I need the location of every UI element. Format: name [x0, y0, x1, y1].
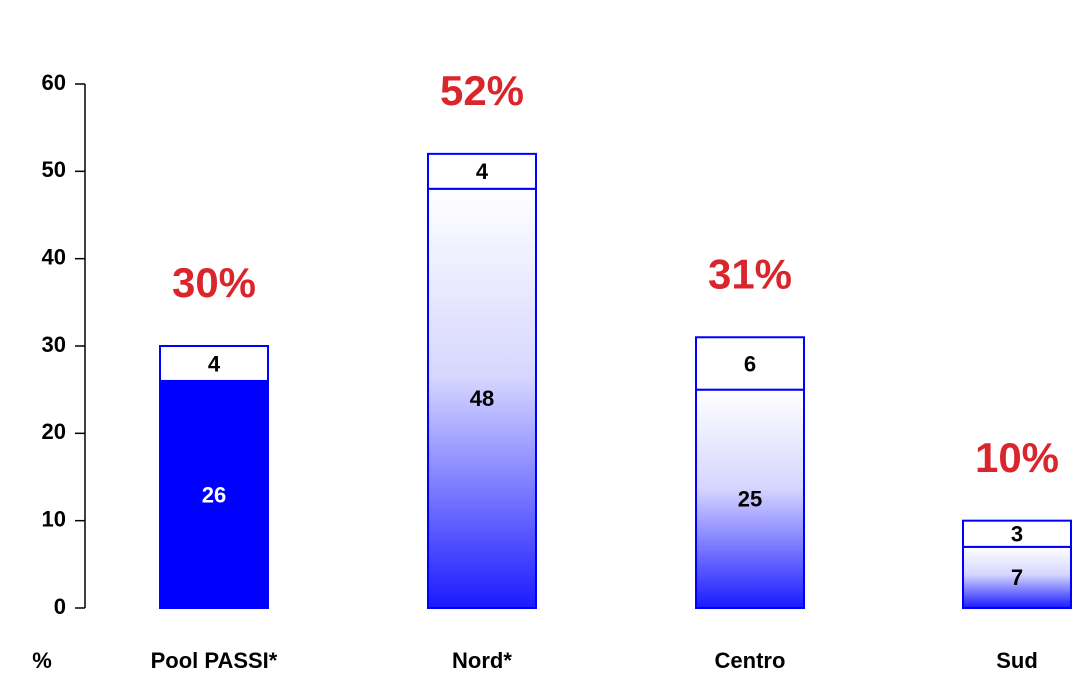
total-label: 52%	[440, 67, 524, 114]
segment-label: 25	[738, 487, 762, 512]
y-axis-label: %	[32, 648, 52, 673]
bar-segment	[427, 152, 537, 190]
y-tick-label: 20	[42, 419, 66, 444]
y-tick-label: 40	[42, 244, 66, 269]
y-tick-label: 50	[42, 157, 66, 182]
bar-segment	[159, 379, 269, 609]
x-tick-label: Pool PASSI*	[151, 648, 278, 673]
y-tick-label: 10	[42, 506, 66, 531]
bar-segment	[695, 388, 805, 609]
x-tick-label: Sud	[996, 648, 1038, 673]
x-tick-label: Centro	[715, 648, 786, 673]
y-tick-label: 0	[54, 594, 66, 619]
segment-label: 26	[202, 482, 226, 507]
total-label: 10%	[975, 434, 1059, 481]
bar-segment	[962, 519, 1072, 548]
bar-segment	[159, 345, 269, 382]
bar-segment	[427, 187, 537, 610]
x-tick-label: Nord*	[452, 648, 512, 673]
total-label: 31%	[708, 250, 792, 297]
y-tick-label: 60	[42, 70, 66, 95]
segment-label: 48	[470, 386, 494, 411]
total-label: 30%	[172, 259, 256, 306]
segment-label: 3	[1011, 522, 1023, 547]
segment-label: 6	[744, 351, 756, 376]
segment-label: 4	[476, 159, 489, 184]
segment-label: 4	[208, 351, 221, 376]
y-tick-label: 30	[42, 332, 66, 357]
segment-label: 7	[1011, 565, 1023, 590]
bar-segment	[695, 336, 805, 391]
